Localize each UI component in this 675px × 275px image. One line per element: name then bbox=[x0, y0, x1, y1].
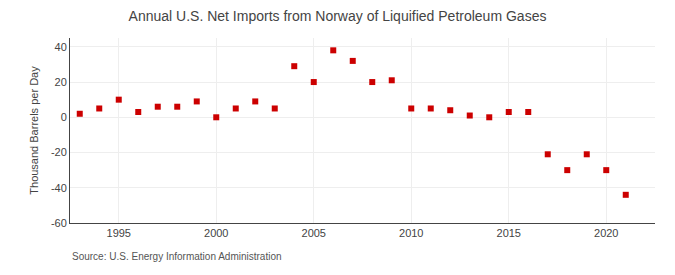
svg-text:2000: 2000 bbox=[204, 227, 228, 239]
svg-text:40: 40 bbox=[55, 41, 67, 53]
svg-text:-20: -20 bbox=[51, 146, 67, 158]
svg-text:-40: -40 bbox=[51, 182, 67, 194]
svg-text:2010: 2010 bbox=[399, 227, 423, 239]
svg-text:1995: 1995 bbox=[107, 227, 131, 239]
svg-text:2020: 2020 bbox=[594, 227, 618, 239]
svg-text:Annual U.S. Net Imports from N: Annual U.S. Net Imports from Norway of L… bbox=[129, 8, 547, 24]
svg-text:2005: 2005 bbox=[302, 227, 326, 239]
svg-text:-60: -60 bbox=[51, 217, 67, 229]
svg-text:0: 0 bbox=[61, 111, 67, 123]
svg-text:Thousand Barrels per Day: Thousand Barrels per Day bbox=[28, 66, 40, 195]
svg-text:20: 20 bbox=[55, 76, 67, 88]
svg-text:2015: 2015 bbox=[497, 227, 521, 239]
svg-text:Source: U.S. Energy Informatio: Source: U.S. Energy Information Administ… bbox=[72, 251, 282, 262]
